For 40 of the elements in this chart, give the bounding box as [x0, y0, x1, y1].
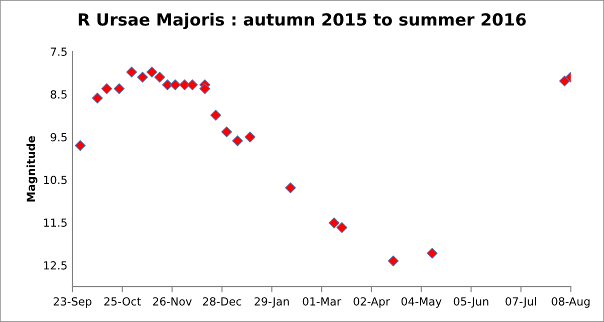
x-tick-label: 07-Jul [506, 296, 536, 308]
point [232, 135, 243, 146]
point [210, 110, 222, 121]
x-tick-label: 28-Dec [202, 297, 242, 306]
y-tick-label: 9.5 [50, 132, 67, 142]
x-tick-label: 26-Nov [153, 297, 192, 306]
point [74, 140, 86, 151]
x-tick-label: 01-Mar [302, 297, 342, 306]
point [285, 182, 296, 194]
point [146, 66, 158, 78]
x-tick-label: 02-Apr [354, 297, 390, 308]
point [244, 132, 256, 142]
point [221, 126, 232, 138]
x-tick-label: 05-Jun [454, 297, 488, 308]
y-tick-label: 8.5 [50, 90, 67, 99]
point [199, 83, 210, 94]
point [336, 222, 348, 234]
point [186, 79, 198, 90]
x-tick-label: 23-Sep [54, 297, 92, 308]
point [126, 66, 138, 78]
x-tick-label: 25-Oct [104, 297, 141, 306]
y-tick-label: 12.5 [44, 261, 67, 270]
chart-title: R Ursae Majoris : autumn 2015 to summer 2016 [78, 12, 526, 30]
x-tick-label: 29-Jan [254, 297, 289, 308]
y-axis-title: Magnitude [26, 136, 38, 202]
point [559, 76, 570, 86]
y-tick-label: 7.5 [50, 48, 67, 56]
point [426, 248, 438, 259]
point [170, 79, 181, 90]
x-tick-label: 04-May [401, 297, 442, 308]
point [101, 83, 112, 94]
point [137, 72, 148, 83]
point [114, 83, 125, 94]
point [154, 72, 166, 83]
y-tick-label: 10.5 [44, 176, 67, 184]
point [388, 256, 399, 266]
y-tick-label: 11.5 [44, 218, 67, 227]
point [92, 92, 103, 104]
point [328, 217, 340, 228]
x-tick-label: 08-Aug [552, 297, 590, 308]
